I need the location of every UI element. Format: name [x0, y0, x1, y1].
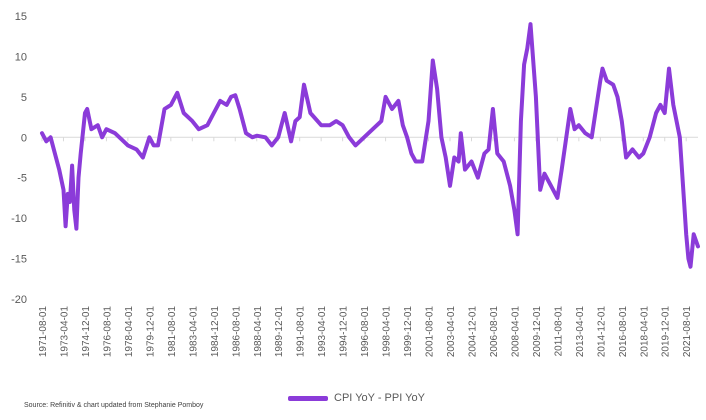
source-note: Source: Refinitiv & chart updated from S…: [24, 402, 204, 409]
series-line: [40, 22, 700, 269]
x-tick-label: 2016-08-01: [618, 306, 629, 358]
x-tick-label: 2019-12-01: [661, 306, 672, 358]
x-tick-label: 1971-08-01: [38, 306, 49, 358]
x-tick-label: 1991-08-01: [296, 306, 307, 358]
x-tick-label: 1986-08-01: [231, 306, 242, 358]
x-tick-label: 1978-04-01: [124, 306, 135, 358]
legend-label: CPI YoY - PPI YoY: [334, 392, 425, 404]
x-tick-label: 1999-12-01: [403, 306, 414, 358]
y-tick-label: 15: [15, 11, 27, 23]
x-tick-label: 2014-12-01: [596, 306, 607, 358]
y-tick-label: -10: [11, 213, 27, 225]
x-tick-label: 2006-08-01: [489, 306, 500, 358]
x-tick-label: 2011-08-01: [553, 306, 564, 357]
x-tick-label: 2018-04-01: [639, 306, 650, 358]
x-tick-label: 1981-08-01: [167, 306, 178, 358]
y-tick-label: -5: [17, 173, 27, 185]
y-tick-label: 0: [21, 132, 27, 144]
series-layer: [40, 22, 700, 269]
y-tick-label: 5: [21, 92, 27, 104]
x-tick-label: 1976-08-01: [102, 306, 113, 358]
x-tick-label: 1974-12-01: [81, 306, 92, 358]
legend: CPI YoY - PPI YoY: [288, 392, 425, 404]
x-tick-label: 1998-04-01: [382, 306, 393, 358]
x-tick-label: 1983-04-01: [188, 306, 199, 358]
y-tick-label: 10: [15, 51, 27, 63]
legend-swatch: [288, 395, 328, 401]
x-tick-label: 1993-04-01: [317, 306, 328, 358]
y-tick-label: -20: [11, 294, 27, 306]
y-axis: 15 10 5 0 -5 -10 -15 -20: [11, 11, 27, 306]
x-tick-label: 2008-04-01: [510, 306, 521, 358]
x-tick-label: 2001-08-01: [425, 306, 436, 358]
x-tick-label: 2013-04-01: [575, 306, 586, 358]
x-tick-label: 1994-12-01: [339, 306, 350, 358]
x-tick-label: 2009-12-01: [532, 306, 543, 358]
x-tick-label: 2004-12-01: [468, 306, 479, 358]
x-tick-label: 1989-12-01: [274, 306, 285, 358]
x-tick-label: 1996-08-01: [360, 306, 371, 358]
x-tick-label: 1984-12-01: [210, 306, 221, 358]
x-axis: 1971-08-01 1973-04-01 1974-12-01 1976-08-01…: [38, 136, 698, 358]
x-tick-label: 1979-12-01: [145, 306, 156, 358]
x-tick-label: 2003-04-01: [446, 306, 457, 358]
y-tick-label: -15: [11, 254, 27, 266]
x-tick-label: 1988-04-01: [253, 306, 264, 358]
x-tick-label: 2021-08-01: [682, 306, 693, 358]
x-tick-label: 1973-04-01: [59, 306, 70, 358]
